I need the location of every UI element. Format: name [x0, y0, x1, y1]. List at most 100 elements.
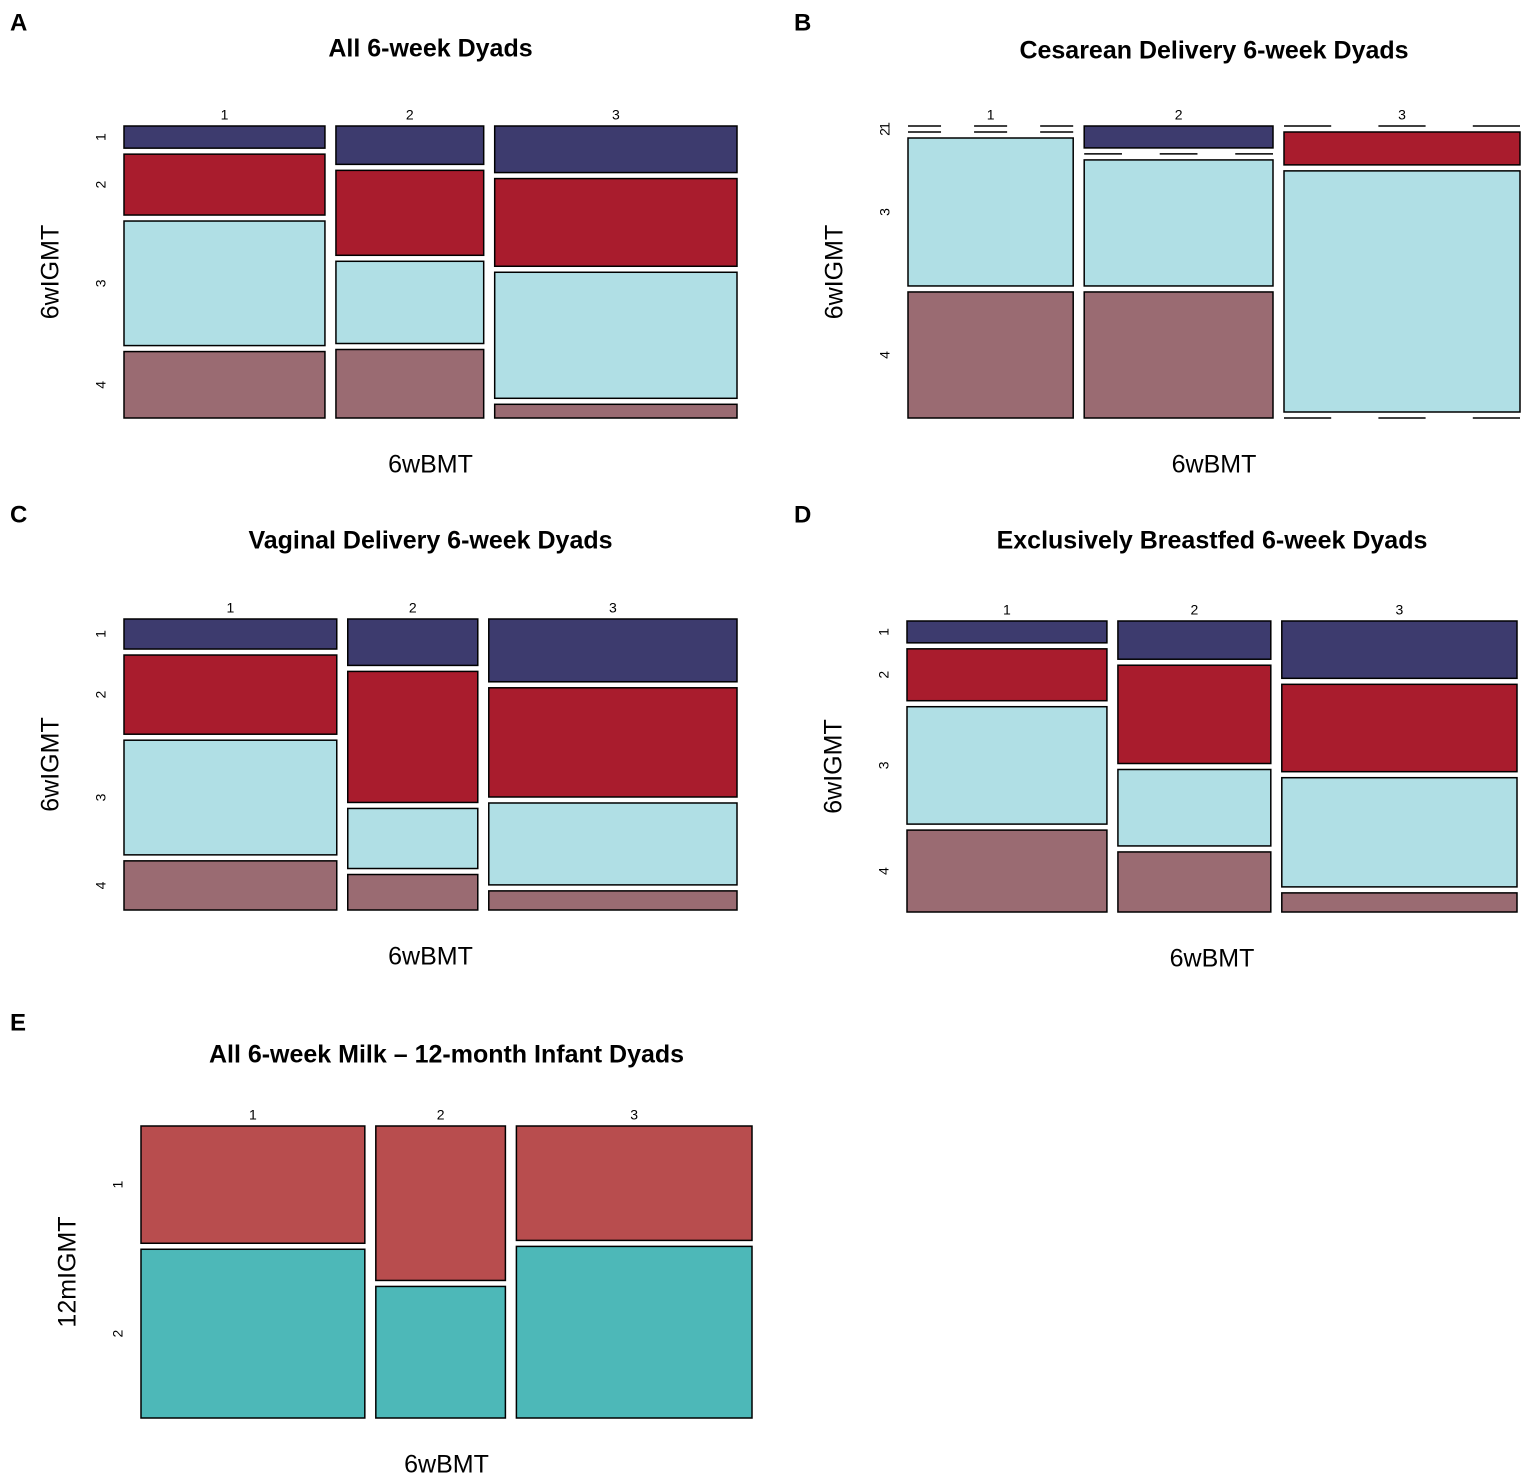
- x-tick-label: 3: [630, 1107, 638, 1123]
- panel: A All 6-week Dyads 6wBMT 6wIGMT 1 1 2 3 4 2 3: [10, 9, 738, 479]
- mosaic-cell: [375, 1285, 507, 1419]
- mosaic-cell: [123, 654, 338, 735]
- panel: B Cesarean Delivery 6-week Dyads 6wBMT 6wIG…: [794, 9, 1521, 479]
- mosaic-cell: [1281, 892, 1518, 913]
- y-tick-label: 2: [93, 691, 109, 699]
- x-tick-label: 3: [1396, 602, 1404, 618]
- chart-title: Vaginal Delivery 6-week Dyads: [248, 527, 612, 555]
- y-axis-label: 6wIGMT: [37, 717, 65, 811]
- x-tick-label: 1: [1003, 602, 1011, 618]
- y-axis-label: 6wIGMT: [821, 225, 849, 319]
- y-tick-label: 1: [93, 133, 109, 141]
- y-tick-label: 4: [93, 881, 109, 889]
- mosaic-cell: [335, 125, 485, 166]
- x-tick-label: 3: [612, 107, 620, 123]
- mosaic-cell: [123, 739, 338, 856]
- x-axis-label: 6wBMT: [1170, 945, 1255, 973]
- x-tick-label: 3: [609, 600, 617, 616]
- y-tick-label: 2: [93, 180, 109, 188]
- mosaic-cell: [488, 687, 738, 798]
- mosaic-cell: [335, 260, 485, 345]
- y-tick-label: 2: [110, 1330, 126, 1338]
- x-tick-label: 1: [221, 107, 229, 123]
- chart-title: Exclusively Breastfed 6-week Dyads: [997, 527, 1428, 555]
- mosaic-cell: [335, 348, 485, 419]
- y-tick-label: 3: [93, 279, 109, 287]
- mosaic-cell: [493, 403, 738, 419]
- mosaic-cell: [907, 291, 1074, 419]
- y-tick-label: 4: [93, 381, 109, 389]
- panel-letter: D: [794, 501, 811, 528]
- mosaic-cell: [1281, 620, 1518, 680]
- mosaic-cell: [1083, 291, 1274, 419]
- x-tick-label: 2: [409, 600, 417, 616]
- y-axis-label: 6wIGMT: [820, 719, 848, 813]
- mosaic-cell: [493, 271, 738, 400]
- chart-title: Cesarean Delivery 6-week Dyads: [1019, 37, 1408, 65]
- y-axis-label: 12mIGMT: [54, 1216, 82, 1327]
- x-tick-label: 3: [1398, 107, 1406, 123]
- x-tick-label: 1: [249, 1107, 257, 1123]
- x-axis-label: 6wBMT: [404, 1451, 489, 1479]
- mosaic-cell: [906, 620, 1108, 644]
- mosaic-cell: [1117, 768, 1272, 847]
- x-axis-label: 6wBMT: [388, 451, 473, 479]
- chart-title: All 6-week Dyads: [328, 35, 532, 63]
- y-tick-label: 1: [93, 630, 109, 638]
- x-tick-label: 1: [987, 107, 995, 123]
- mosaic-cell: [493, 177, 738, 268]
- mosaic-cell: [123, 618, 338, 650]
- y-tick-label: 2: [876, 671, 892, 679]
- mosaic-cell: [488, 890, 738, 911]
- y-tick-label: 3: [93, 793, 109, 801]
- mosaic-cell: [1283, 131, 1521, 166]
- chart-title: All 6-week Milk – 12-month Infant Dyads: [209, 1041, 684, 1069]
- mosaic-cell: [1117, 664, 1272, 765]
- mosaic-cell: [907, 137, 1074, 287]
- mosaic-cell: [1117, 620, 1272, 660]
- y-tick-label: 3: [876, 761, 892, 769]
- x-axis-label: 6wBMT: [1172, 451, 1257, 479]
- mosaic-cell: [493, 125, 738, 174]
- mosaic-cell: [123, 350, 326, 419]
- y-tick-label: 4: [877, 351, 893, 359]
- x-tick-label: 1: [226, 600, 234, 616]
- x-tick-label: 2: [406, 107, 414, 123]
- mosaic-cell: [1281, 683, 1518, 773]
- mosaic-cell: [1083, 159, 1274, 287]
- y-tick-label: 1: [110, 1181, 126, 1189]
- mosaic-cell: [123, 153, 326, 216]
- mosaic-cell: [140, 1248, 366, 1419]
- mosaic-cell: [347, 670, 479, 804]
- mosaic-cell: [140, 1125, 366, 1245]
- mosaic-cell: [906, 829, 1108, 913]
- mosaic-cell: [347, 618, 479, 667]
- x-tick-label: 2: [1190, 602, 1198, 618]
- mosaic-cell: [347, 873, 479, 911]
- panel-letter: A: [10, 9, 27, 36]
- mosaic-cell: [488, 618, 738, 683]
- mosaic-cell: [347, 807, 479, 870]
- mosaic-cell: [123, 125, 326, 149]
- panel: C Vaginal Delivery 6-week Dyads 6wBMT 6wIGM…: [10, 501, 738, 971]
- mosaic-cell: [515, 1245, 753, 1419]
- mosaic-cell: [1083, 125, 1274, 149]
- mosaic-cell: [1117, 851, 1272, 913]
- y-tick-label: 1: [877, 122, 893, 130]
- mosaic-cell: [1281, 776, 1518, 888]
- mosaic-cell: [375, 1125, 507, 1282]
- mosaic-cell: [906, 648, 1108, 702]
- mosaic-cell: [1283, 170, 1521, 413]
- y-tick-label: 1: [876, 628, 892, 636]
- mosaic-cell: [123, 860, 338, 911]
- mosaic-cell: [335, 169, 485, 257]
- mosaic-cell: [488, 802, 738, 886]
- panel-letter: E: [10, 1009, 26, 1036]
- mosaic-cell: [515, 1125, 753, 1242]
- panel: E All 6-week Milk – 12-month Infant Dyads…: [10, 1009, 753, 1479]
- mosaic-cell: [906, 705, 1108, 825]
- panel-letter: B: [794, 9, 811, 36]
- x-axis-label: 6wBMT: [388, 943, 473, 971]
- x-tick-label: 2: [437, 1107, 445, 1123]
